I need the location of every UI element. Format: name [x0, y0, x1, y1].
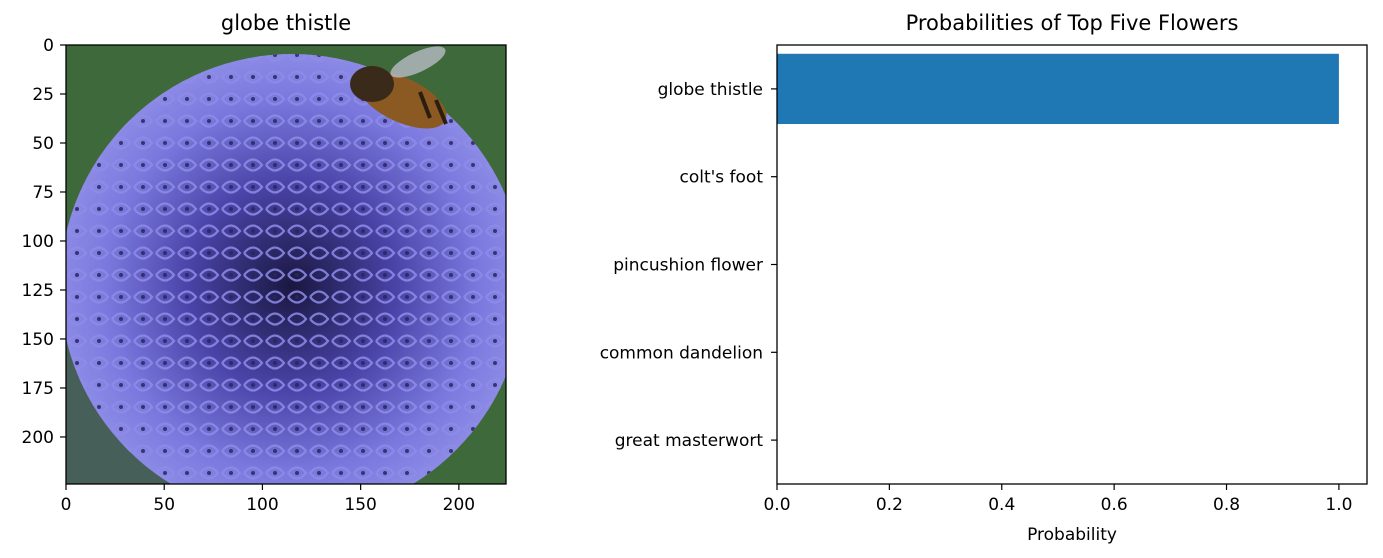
category-label: globe thistle [658, 80, 763, 100]
x-tick-label: 50 [153, 495, 175, 515]
x-tick-label: 0.2 [876, 495, 903, 515]
bee-icon [350, 46, 448, 129]
y-tick-label: 0 [43, 36, 54, 56]
category-label: colt's foot [679, 168, 763, 188]
x-tick-label: 0.8 [1213, 495, 1240, 515]
x-tick-label: 150 [344, 495, 376, 515]
x-tick-label: 0.0 [763, 495, 790, 515]
image-y-axis: 0 25 50 75 100 125 150 175 200 [22, 36, 66, 448]
image-title: globe thistle [220, 11, 352, 35]
category-label: pincushion flower [613, 256, 763, 276]
image-x-axis: 0 50 100 150 200 [61, 484, 475, 515]
y-tick-label: 50 [32, 134, 54, 154]
bar-series [777, 53, 1339, 125]
category-label: common dandelion [600, 343, 763, 363]
y-tick-label: 175 [22, 379, 54, 399]
y-tick-label: 25 [32, 85, 54, 105]
y-tick-label: 75 [32, 183, 54, 203]
flower-image [66, 45, 506, 484]
x-tick-label: 0.4 [988, 495, 1015, 515]
x-tick-label: 200 [443, 495, 475, 515]
y-tick-label: 150 [22, 330, 54, 350]
x-tick-label: 1.0 [1325, 495, 1352, 515]
bar-x-axis: 0.0 0.2 0.4 0.6 0.8 1.0 [763, 484, 1352, 515]
y-tick-label: 200 [22, 428, 54, 448]
image-frame [65, 44, 507, 485]
x-axis-label: Probability [1027, 525, 1117, 545]
category-label: great masterwort [615, 431, 764, 451]
y-tick-label: 125 [22, 281, 54, 301]
x-tick-label: 100 [246, 495, 278, 515]
x-tick-label: 0.6 [1101, 495, 1128, 515]
bar-y-axis: globe thistle colt's foot pincushion flowe… [600, 80, 777, 451]
chart-title: Probabilities of Top Five Flowers [905, 11, 1239, 35]
y-tick-label: 100 [22, 232, 54, 252]
x-tick-label: 0 [61, 495, 72, 515]
bar [777, 53, 1339, 125]
